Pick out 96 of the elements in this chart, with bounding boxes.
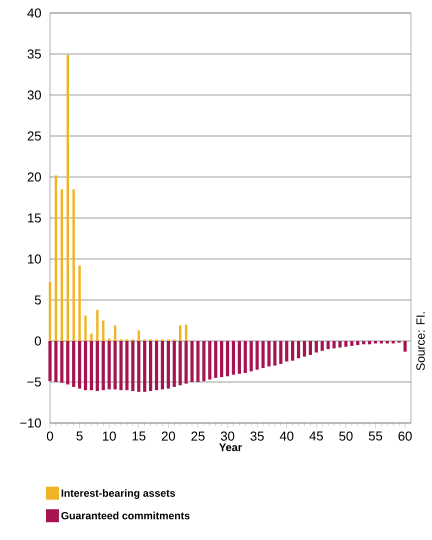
bar (78, 266, 81, 341)
bar (214, 341, 218, 378)
x-tick-label: 25 (191, 432, 205, 441)
bar (326, 341, 330, 350)
bar (66, 54, 69, 341)
bar (220, 341, 224, 378)
bar (54, 175, 58, 341)
bar (208, 341, 212, 380)
bar (102, 341, 105, 390)
x-tick-label: 30 (220, 432, 234, 441)
bar (54, 341, 58, 382)
bar (350, 341, 354, 346)
bar (202, 341, 206, 382)
bar (154, 341, 158, 390)
y-tick-label: 20 (28, 172, 41, 182)
bar (72, 341, 76, 387)
x-tick-label: 20 (162, 432, 176, 441)
bar (368, 341, 372, 344)
x-tick-label: 50 (339, 432, 353, 441)
bar (314, 341, 318, 352)
bar (184, 324, 188, 341)
y-tick-label: 0 (34, 336, 41, 346)
source-note: Source: FI. (416, 312, 425, 370)
bar (149, 341, 152, 392)
bar (72, 189, 75, 341)
bar (279, 341, 282, 364)
y-tick-label: 40 (27, 8, 41, 18)
x-tick-label: 55 (368, 432, 382, 441)
y-tick-label: −10 (20, 418, 41, 428)
x-axis-title: Year (219, 444, 242, 452)
bar (302, 341, 306, 357)
bar (403, 341, 407, 352)
bar (238, 341, 241, 374)
bar (184, 341, 188, 384)
bar (125, 341, 129, 390)
bar (172, 341, 176, 387)
bar (108, 341, 111, 390)
bar (332, 341, 336, 348)
bar (60, 189, 64, 341)
bar (84, 341, 88, 390)
bar (232, 341, 236, 375)
y-tick-label: 35 (28, 49, 41, 59)
bar (131, 341, 134, 392)
x-tick-label: 40 (280, 432, 294, 441)
bar (273, 341, 276, 366)
bar (48, 341, 52, 382)
bar (137, 341, 140, 392)
bar (356, 341, 360, 346)
bar (308, 341, 312, 355)
bar (114, 325, 116, 341)
bar (344, 341, 348, 347)
bar (102, 320, 104, 341)
bar (119, 341, 123, 390)
bar (138, 330, 140, 341)
bar (178, 341, 182, 386)
bar (362, 341, 366, 344)
x-tick-label: 10 (102, 432, 116, 441)
x-tick-label: 0 (46, 432, 54, 441)
legend-label: Guaranteed commitments (61, 512, 190, 520)
bar (66, 341, 70, 384)
bar (96, 341, 99, 392)
x-tick-label: 15 (132, 432, 146, 441)
bar (244, 341, 247, 373)
y-tick-label: 25 (28, 131, 41, 141)
bar (250, 341, 253, 372)
x-tick-label: 35 (250, 432, 264, 441)
bar (90, 341, 94, 390)
bar (291, 341, 294, 361)
bar (160, 341, 164, 390)
bar (338, 341, 342, 348)
x-tick-label: 5 (76, 432, 83, 441)
bar (96, 310, 99, 341)
bar (267, 341, 271, 366)
x-tick-label: 60 (398, 432, 412, 441)
bar (90, 334, 93, 341)
bar (261, 341, 265, 368)
bar (226, 341, 230, 376)
bar (320, 341, 324, 351)
y-tick-label: 30 (28, 90, 41, 100)
bar (285, 341, 288, 362)
y-tick-label: −5 (27, 377, 41, 387)
bar (190, 341, 194, 382)
x-tick-label: 45 (309, 432, 323, 441)
bar (296, 341, 300, 358)
legend-label: Interest-bearing assets (62, 489, 176, 499)
bar (143, 341, 146, 392)
bar (166, 341, 170, 389)
y-tick-label: 10 (28, 254, 41, 264)
y-tick-label: 15 (28, 213, 41, 223)
bar (256, 341, 259, 370)
bar (60, 341, 64, 383)
bar (113, 341, 117, 390)
bar (196, 341, 200, 382)
y-tick-label: 5 (34, 295, 41, 305)
bar (78, 341, 82, 389)
bar (178, 325, 182, 341)
